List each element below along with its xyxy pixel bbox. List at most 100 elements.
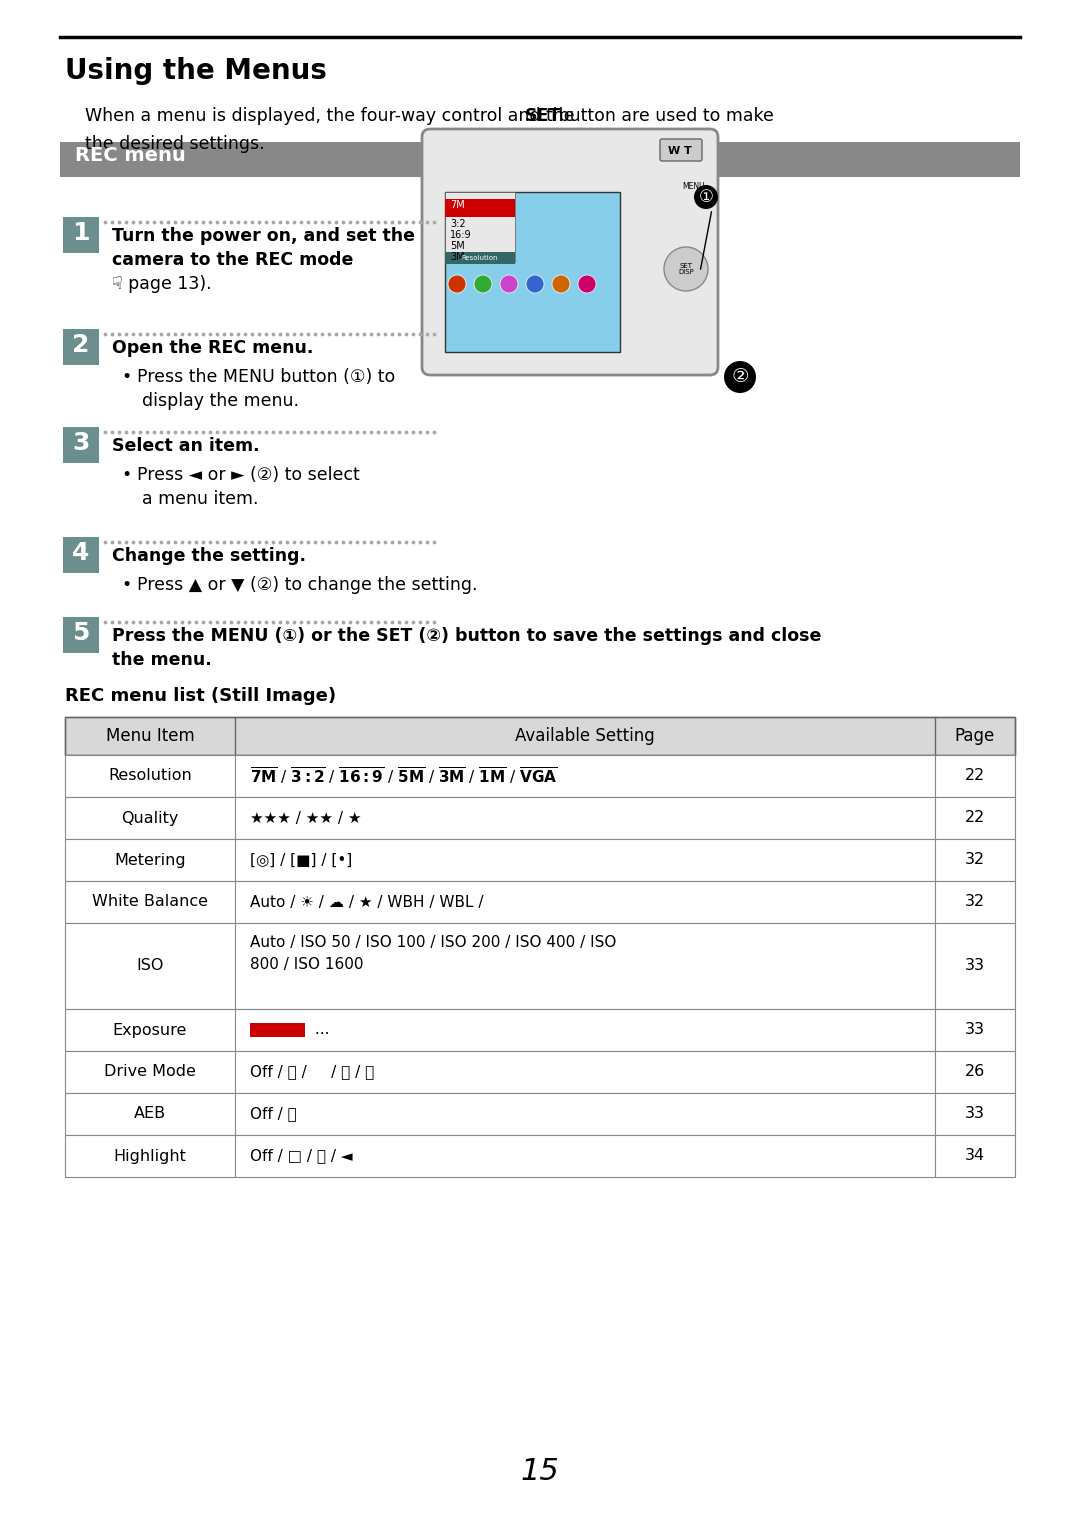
Circle shape (474, 275, 492, 293)
Text: T: T (684, 147, 692, 156)
Circle shape (724, 360, 756, 392)
Text: Resolution: Resolution (108, 768, 192, 783)
Text: REC menu: REC menu (75, 147, 186, 165)
Text: Open the REC menu.: Open the REC menu. (112, 339, 313, 357)
FancyBboxPatch shape (63, 217, 99, 253)
Text: Off / ⎙: Off / ⎙ (249, 1107, 297, 1121)
Text: 15: 15 (521, 1457, 559, 1486)
Bar (65, 718, 1015, 754)
Bar (65, 1093, 1015, 1135)
Text: Available Setting: Available Setting (515, 727, 654, 745)
Text: Off / □ / 👤 / ◄: Off / □ / 👤 / ◄ (249, 1148, 353, 1164)
Text: 33: 33 (966, 1107, 985, 1121)
Text: Resolution: Resolution (462, 255, 498, 261)
Bar (65, 881, 1015, 922)
Bar (445, 192, 515, 263)
Text: 4: 4 (72, 541, 90, 565)
Text: ☟ page 13).: ☟ page 13). (112, 275, 212, 293)
Circle shape (664, 247, 708, 292)
Bar (65, 797, 1015, 838)
Text: Select an item.: Select an item. (112, 437, 259, 455)
Text: 2: 2 (72, 333, 90, 357)
Text: Auto / ISO 50 / ISO 100 / ISO 200 / ISO 400 / ISO: Auto / ISO 50 / ISO 100 / ISO 200 / ISO … (249, 935, 617, 950)
Text: W: W (669, 147, 680, 156)
Text: $\mathbf{\overline{7M}}$ / $\mathbf{\overline{3:2}}$ / $\mathbf{\overline{16:9}}: $\mathbf{\overline{7M}}$ / $\mathbf{\ove… (249, 765, 557, 786)
Text: Metering: Metering (114, 852, 186, 867)
Text: Press the MENU button (①) to: Press the MENU button (①) to (137, 368, 395, 386)
Bar (249, 1023, 305, 1037)
Bar (65, 1009, 1015, 1051)
Text: a menu item.: a menu item. (141, 490, 258, 508)
Text: 16:9: 16:9 (450, 231, 472, 240)
Text: 3: 3 (72, 431, 90, 455)
Bar (445, 199, 515, 217)
Text: Page: Page (955, 727, 995, 745)
Text: MENU: MENU (681, 182, 704, 191)
Text: Quality: Quality (121, 811, 178, 826)
Text: Highlight: Highlight (113, 1148, 187, 1164)
Bar (65, 1051, 1015, 1093)
Text: ...: ... (310, 1023, 329, 1037)
Text: button are used to make: button are used to make (553, 107, 774, 125)
Text: Auto / ☀ / ☁️ / ★ / WBH / WBL /: Auto / ☀ / ☁️ / ★ / WBH / WBL / (249, 895, 484, 910)
Text: Press the MENU (①) or the SET (②) button to save the settings and close: Press the MENU (①) or the SET (②) button… (112, 628, 822, 644)
Text: 22: 22 (964, 811, 985, 826)
Bar (445, 252, 515, 264)
Text: 34: 34 (964, 1148, 985, 1164)
FancyBboxPatch shape (660, 139, 702, 160)
Text: 5M: 5M (450, 241, 464, 250)
Text: •: • (122, 576, 138, 594)
Text: Menu Item: Menu Item (106, 727, 194, 745)
Text: 26: 26 (964, 1064, 985, 1080)
FancyBboxPatch shape (422, 128, 718, 376)
Text: camera to the REC mode: camera to the REC mode (112, 250, 353, 269)
FancyBboxPatch shape (63, 328, 99, 365)
Text: ★★★ / ★★ / ★: ★★★ / ★★ / ★ (249, 811, 362, 826)
Text: Off / 📷 /     / ⏲ / ⎙: Off / 📷 / / ⏲ / ⎙ (249, 1064, 375, 1080)
Text: REC menu list (Still Image): REC menu list (Still Image) (65, 687, 336, 705)
Text: 32: 32 (964, 895, 985, 910)
Circle shape (578, 275, 596, 293)
Text: Change the setting.: Change the setting. (112, 547, 306, 565)
Text: Using the Menus: Using the Menus (65, 56, 327, 86)
Text: SET
DISP: SET DISP (678, 263, 693, 275)
Text: 22: 22 (964, 768, 985, 783)
Text: 1: 1 (72, 221, 90, 244)
Circle shape (526, 275, 544, 293)
Text: Drive Mode: Drive Mode (104, 1064, 195, 1080)
Text: 33: 33 (966, 959, 985, 974)
Text: ①: ① (699, 188, 714, 206)
Text: 3M: 3M (450, 252, 464, 263)
Text: [◎] / [■] / [•]: [◎] / [■] / [•] (249, 852, 352, 867)
Circle shape (694, 185, 718, 209)
Text: •: • (122, 466, 138, 484)
Bar (445, 192, 620, 353)
Text: Press ◄ or ► (②) to select: Press ◄ or ► (②) to select (137, 466, 360, 484)
FancyBboxPatch shape (63, 538, 99, 573)
FancyBboxPatch shape (60, 142, 1020, 177)
Text: White Balance: White Balance (92, 895, 208, 910)
Bar (65, 922, 1015, 1009)
Text: ②: ② (731, 368, 748, 386)
Text: 7M: 7M (450, 200, 464, 211)
Bar (65, 1135, 1015, 1177)
Text: 5: 5 (72, 621, 90, 644)
Text: When a menu is displayed, the four-way control and the: When a menu is displayed, the four-way c… (85, 107, 580, 125)
Text: SET: SET (525, 107, 562, 125)
Bar (65, 718, 1015, 754)
Text: Press ▲ or ▼ (②) to change the setting.: Press ▲ or ▼ (②) to change the setting. (137, 576, 477, 594)
Text: Turn the power on, and set the: Turn the power on, and set the (112, 228, 415, 244)
FancyBboxPatch shape (63, 617, 99, 654)
FancyBboxPatch shape (63, 428, 99, 463)
Circle shape (448, 275, 465, 293)
Text: •: • (122, 368, 138, 386)
Text: display the menu.: display the menu. (141, 392, 299, 411)
Text: Exposure: Exposure (112, 1023, 187, 1037)
Circle shape (552, 275, 570, 293)
Text: 3:2: 3:2 (450, 218, 465, 229)
Text: the menu.: the menu. (112, 651, 212, 669)
Text: 800 / ISO 1600: 800 / ISO 1600 (249, 957, 364, 973)
Text: ISO: ISO (136, 959, 164, 974)
Bar (65, 754, 1015, 797)
Text: AEB: AEB (134, 1107, 166, 1121)
